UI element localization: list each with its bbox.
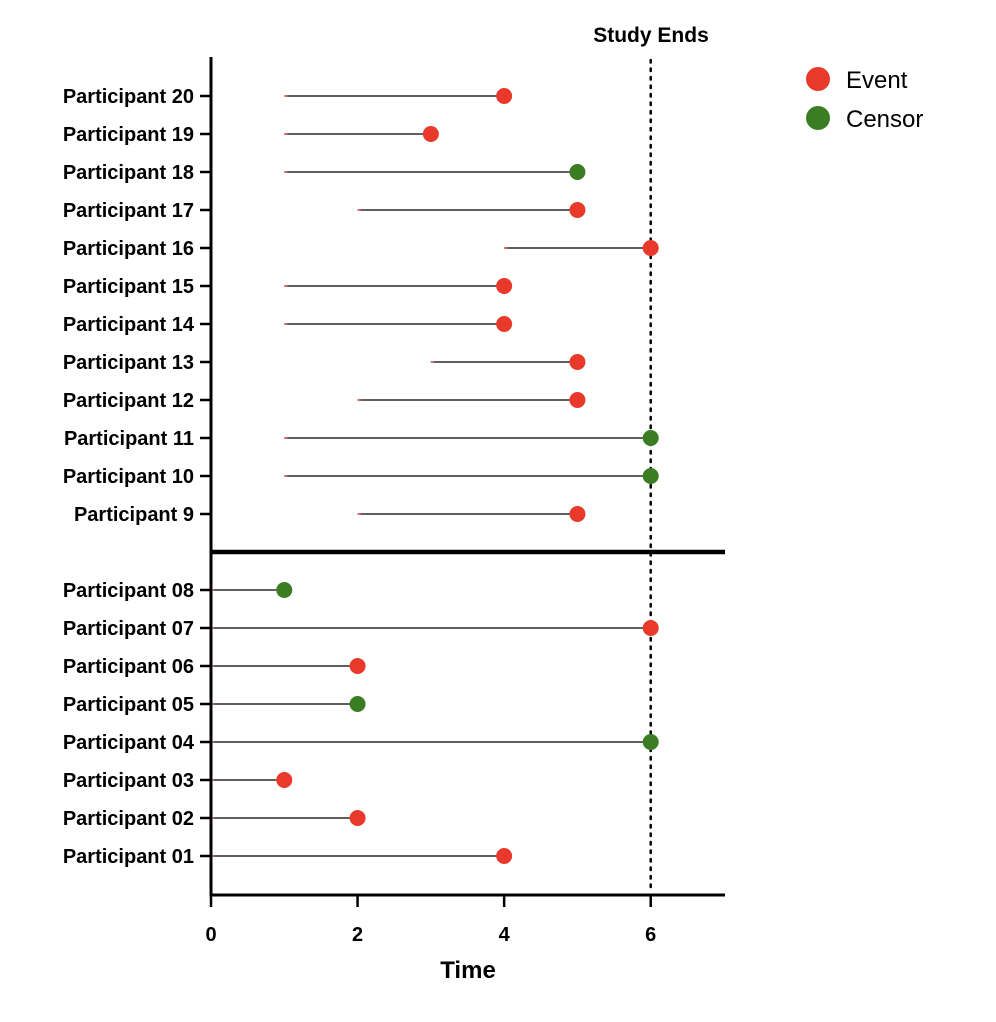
censor-marker: [569, 164, 586, 180]
participant-label: Participant 18: [63, 162, 194, 184]
participant-label: Participant 17: [63, 200, 194, 222]
x-tick-label: 2: [352, 924, 363, 946]
participant-label: Participant 15: [63, 276, 194, 298]
censor-legend-marker: [806, 106, 830, 130]
participant-label: Participant 19: [63, 124, 194, 146]
event-marker: [496, 848, 513, 864]
plot-area: Participant 20 Participant 19 Participant …: [63, 57, 725, 946]
participant-label: Participant 01: [63, 846, 194, 868]
event-marker: [642, 240, 659, 256]
event-legend-label: Event: [846, 67, 908, 94]
legend: Event Censor: [806, 67, 923, 133]
x-axis-label: Time: [440, 957, 496, 984]
event-marker: [569, 354, 586, 370]
participant-label: Participant 07: [63, 618, 194, 640]
censor-marker: [642, 734, 659, 750]
x-tick-label: 0: [205, 924, 216, 946]
event-marker: [422, 126, 439, 142]
event-marker: [496, 278, 513, 294]
participant-label: Participant 20: [63, 86, 194, 108]
censor-marker: [642, 468, 659, 484]
censor-marker: [349, 696, 366, 712]
censor-marker: [642, 430, 659, 446]
participant-label: Participant 02: [63, 808, 194, 830]
participant-label: Participant 16: [63, 238, 194, 260]
event-marker: [349, 658, 366, 674]
censor-legend-label: Censor: [846, 106, 923, 133]
participant-label: Participant 12: [63, 390, 194, 412]
censor-marker: [276, 582, 293, 598]
participant-label: Participant 03: [63, 770, 194, 792]
participant-label: Participant 10: [63, 466, 194, 488]
participant-label: Participant 05: [63, 694, 194, 716]
participant-label: Participant 9: [74, 504, 194, 526]
participant-label: Participant 14: [63, 314, 195, 336]
participant-label: Participant 11: [64, 428, 194, 450]
event-legend-marker: [806, 67, 830, 91]
event-marker: [642, 620, 659, 636]
x-tick-label: 4: [499, 924, 511, 946]
event-marker: [569, 202, 586, 218]
event-marker: [569, 506, 586, 522]
participant-label: Participant 13: [63, 352, 194, 374]
participant-label: Participant 06: [63, 656, 194, 678]
x-tick-label: 6: [645, 924, 656, 946]
event-marker: [496, 88, 513, 104]
event-marker: [349, 810, 366, 826]
participant-label: Participant 04: [63, 732, 195, 754]
study-ends-label: Study Ends: [593, 24, 709, 47]
event-marker: [496, 316, 513, 332]
event-marker: [569, 392, 586, 408]
participant-label: Participant 08: [63, 580, 194, 602]
event-marker: [276, 772, 293, 788]
